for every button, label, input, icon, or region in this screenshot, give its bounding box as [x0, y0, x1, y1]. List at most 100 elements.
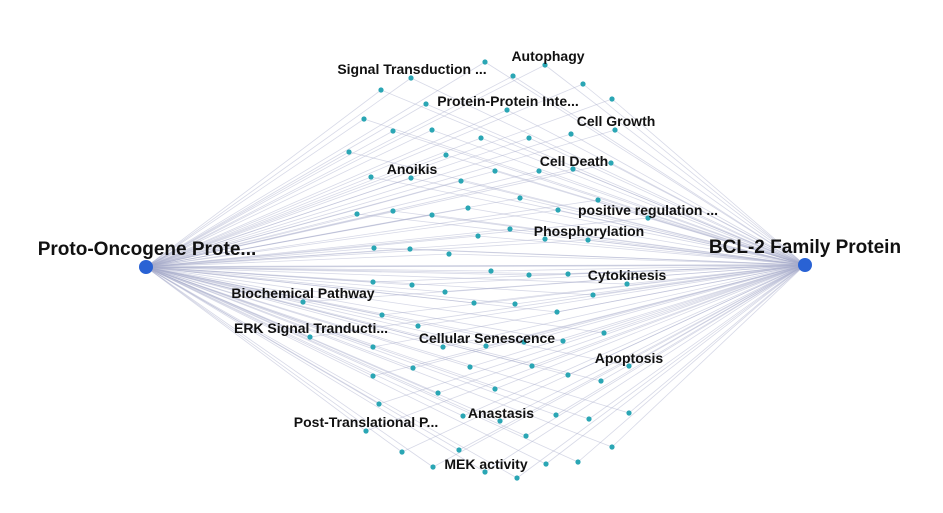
edge	[145, 266, 628, 285]
node	[408, 75, 414, 81]
node	[446, 251, 452, 257]
node	[483, 343, 489, 349]
edge	[145, 266, 383, 316]
edge	[145, 266, 487, 347]
edge	[145, 209, 559, 268]
node	[523, 433, 529, 439]
node	[575, 459, 581, 465]
node	[482, 59, 488, 65]
node	[442, 289, 448, 295]
edge	[145, 266, 496, 390]
node	[595, 197, 601, 203]
node	[645, 215, 651, 221]
edge	[611, 98, 806, 266]
edge	[145, 180, 462, 268]
edge	[145, 168, 574, 268]
node	[626, 410, 632, 416]
edge	[302, 264, 806, 303]
node	[586, 416, 592, 422]
edge	[544, 64, 806, 266]
edge	[538, 170, 806, 266]
edge	[145, 266, 374, 283]
edge	[567, 264, 806, 376]
node	[598, 378, 604, 384]
edge	[145, 75, 514, 268]
node	[492, 386, 498, 392]
edge	[145, 199, 599, 268]
edge	[145, 154, 447, 268]
node	[475, 233, 481, 239]
edge	[499, 264, 806, 422]
edge	[145, 266, 492, 272]
edge	[425, 103, 806, 266]
node-label: Phosphorylation	[533, 223, 645, 239]
edge	[145, 266, 367, 432]
edge	[145, 137, 530, 268]
edge	[490, 264, 806, 272]
edge	[145, 64, 546, 268]
node-label: Anoikis	[386, 161, 438, 177]
node-label: Signal Transduction ...	[337, 61, 487, 77]
edge	[145, 266, 533, 367]
node	[504, 107, 510, 113]
edge	[145, 266, 501, 422]
edge	[572, 168, 806, 266]
edge	[145, 266, 471, 368]
edge	[528, 137, 806, 266]
node	[379, 312, 385, 318]
edge	[600, 264, 806, 382]
node-label: Cytokinesis	[587, 267, 667, 283]
node	[407, 246, 413, 252]
edge	[469, 264, 806, 368]
node-label: Biochemical Pathway	[231, 285, 375, 301]
edge	[555, 264, 806, 416]
node	[409, 282, 415, 288]
edge	[523, 264, 806, 343]
edge	[145, 266, 527, 437]
edge	[626, 264, 806, 285]
edge	[544, 238, 806, 266]
edge	[445, 154, 806, 266]
node	[626, 363, 632, 369]
edge	[372, 264, 806, 283]
node	[390, 128, 396, 134]
node	[609, 96, 615, 102]
node-label: Anastasis	[467, 405, 535, 421]
node	[408, 175, 414, 181]
edge	[145, 235, 479, 268]
node-label: Apoptosis	[594, 350, 664, 366]
edge	[145, 266, 414, 369]
node	[514, 475, 520, 481]
edge	[582, 83, 806, 266]
edge	[145, 170, 496, 268]
edge	[485, 264, 806, 347]
node	[415, 323, 421, 329]
edge	[145, 266, 460, 451]
node	[526, 135, 532, 141]
edge	[431, 129, 806, 266]
node	[443, 152, 449, 158]
edge	[145, 61, 486, 268]
edge	[145, 266, 590, 420]
edge	[145, 264, 806, 268]
node	[590, 292, 596, 298]
edge	[145, 253, 450, 268]
edge	[460, 180, 806, 266]
edge	[145, 266, 311, 338]
node	[560, 338, 566, 344]
edge	[145, 266, 403, 453]
edge	[477, 235, 806, 266]
node	[346, 149, 352, 155]
node	[553, 412, 559, 418]
edge	[145, 197, 521, 268]
edge	[145, 103, 427, 268]
node	[363, 428, 369, 434]
hub-label-left: Proto-Oncogene Prote...	[37, 239, 257, 260]
edge	[145, 266, 374, 377]
edge	[372, 264, 806, 377]
edge	[145, 266, 579, 463]
node	[429, 127, 435, 133]
edge	[392, 210, 806, 266]
edge	[145, 266, 419, 327]
edge	[381, 264, 806, 316]
